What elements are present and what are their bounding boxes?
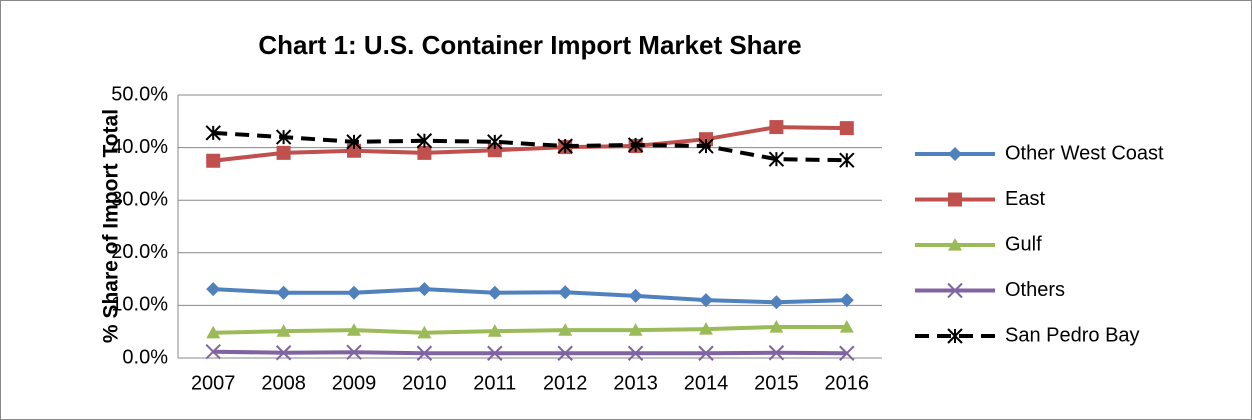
- data-point: [839, 319, 854, 333]
- x-tick-label: 2011: [473, 372, 516, 394]
- x-tick-label: 2012: [543, 372, 588, 394]
- data-point: [628, 288, 643, 303]
- y-axis-label: % Share of Import Total: [100, 109, 123, 343]
- series-line: [213, 324, 847, 335]
- data-point: [839, 121, 854, 136]
- x-tick-label: 2015: [754, 372, 799, 394]
- legend-label: Others: [1005, 279, 1065, 301]
- data-point: [417, 145, 432, 160]
- data-point: [206, 282, 221, 297]
- data-point: [557, 345, 573, 361]
- data-point: [698, 345, 714, 361]
- data-point: [276, 145, 291, 160]
- data-point: [769, 295, 784, 310]
- data-point: [206, 153, 221, 168]
- data-point: [417, 325, 432, 339]
- data-point: [417, 282, 432, 297]
- x-tick-label: 2016: [825, 372, 870, 394]
- data-point: [347, 143, 361, 158]
- data-point: [769, 319, 784, 333]
- data-point: [487, 134, 503, 150]
- legend-label: Gulf: [1005, 233, 1042, 255]
- data-point: [205, 125, 221, 141]
- data-point: [699, 293, 713, 308]
- data-point: [206, 325, 221, 339]
- data-point: [205, 343, 221, 360]
- legend-marker: [947, 328, 963, 344]
- data-point: [558, 285, 573, 300]
- y-tick-label: 10.0%: [111, 294, 168, 316]
- data-point: [416, 345, 433, 361]
- data-point: [769, 120, 784, 135]
- x-tick-label: 2014: [684, 372, 729, 394]
- x-tick-label: 2010: [402, 372, 447, 394]
- data-point: [346, 344, 362, 360]
- y-tick-label: 0.0%: [122, 346, 168, 368]
- data-point: [275, 129, 292, 145]
- data-point: [627, 137, 644, 153]
- x-tick-label: 2009: [332, 372, 377, 394]
- y-tick-label: 40.0%: [111, 136, 168, 158]
- data-point: [839, 152, 855, 168]
- series-line: [212, 125, 847, 163]
- data-point: [487, 345, 503, 361]
- y-tick-label: 50.0%: [111, 83, 168, 105]
- data-point: [698, 138, 714, 154]
- data-point: [839, 345, 855, 361]
- data-point: [416, 133, 433, 149]
- data-point: [487, 324, 502, 337]
- series-line: [213, 130, 847, 163]
- data-point: [768, 151, 785, 167]
- legend-marker: [948, 238, 962, 251]
- legend-label: San Pedro Bay: [1005, 324, 1140, 346]
- y-tick-label: 20.0%: [111, 241, 168, 263]
- data-point: [699, 322, 713, 335]
- data-point: [347, 323, 361, 336]
- legend-marker: [947, 282, 963, 299]
- legend-marker: [948, 147, 962, 161]
- legend-marker: [948, 192, 962, 207]
- y-tick-label: 30.0%: [111, 188, 168, 210]
- data-point: [558, 323, 573, 336]
- data-point: [839, 293, 854, 308]
- x-tick-label: 2013: [613, 372, 658, 394]
- x-tick-label: 2008: [261, 372, 306, 394]
- series-line: [213, 349, 847, 356]
- data-point: [275, 345, 292, 361]
- data-point: [628, 323, 643, 336]
- x-tick-label: 2007: [191, 372, 236, 394]
- data-point: [346, 134, 362, 150]
- data-point: [627, 345, 644, 361]
- legend-label: East: [1005, 188, 1045, 210]
- chart-title: Chart 1: U.S. Container Import Market Sh…: [258, 30, 801, 60]
- series-line: [213, 287, 847, 305]
- data-point: [347, 285, 361, 300]
- legend-label: Other West Coast: [1005, 142, 1164, 164]
- data-point: [276, 324, 291, 337]
- data-point: [487, 285, 502, 300]
- data-point: [276, 285, 291, 300]
- data-point: [487, 143, 502, 158]
- data-point: [768, 345, 785, 361]
- data-point: [557, 138, 573, 154]
